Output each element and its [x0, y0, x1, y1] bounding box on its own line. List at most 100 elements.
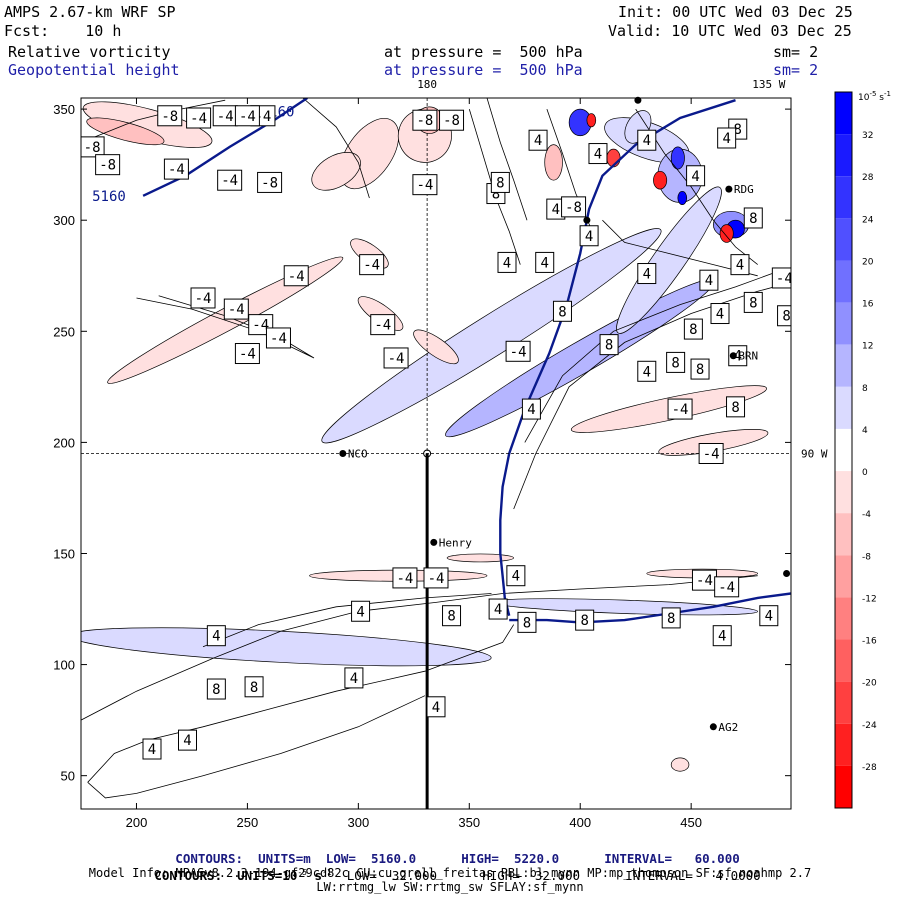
colorbar-segment	[835, 681, 852, 724]
contour-label: 4	[728, 345, 748, 367]
contour-label: -8	[81, 136, 105, 158]
contour-label-text: 4	[552, 202, 560, 218]
vorticity-region	[586, 113, 597, 128]
station-dot	[583, 216, 591, 224]
contour-label-text: 4	[765, 609, 773, 625]
contour-label-text: -4	[221, 173, 238, 189]
contour-label: -4	[714, 576, 740, 598]
contour-label-box	[730, 254, 750, 276]
colorbar-segment	[835, 260, 852, 303]
contour-label-text: 4	[734, 349, 742, 365]
colorbar-title: 10-5 s-1	[858, 90, 891, 103]
model-title: AMPS 2.67-km WRF SP	[4, 3, 176, 21]
contour-label-box	[344, 667, 364, 689]
footer-vort-units-exp2: -1	[322, 868, 332, 877]
contour-label: -8	[412, 109, 438, 131]
contour-label-text: -4	[672, 402, 689, 418]
vorticity-region	[321, 228, 662, 444]
colorbar-segment	[835, 176, 852, 219]
contour-label: -4	[698, 443, 724, 464]
colorbar-segment	[835, 639, 852, 682]
colorbar-segment	[835, 386, 852, 429]
vorticity-region	[86, 117, 165, 146]
valid-time: Valid: 10 UTC Wed 03 Dec 25	[608, 22, 852, 40]
meridian-label: 180	[417, 78, 437, 91]
contour-label-text: -4	[239, 347, 256, 363]
contour-label-text: -4	[190, 111, 207, 127]
contour-label: 4	[506, 565, 526, 587]
contour-label-text: -4	[252, 318, 269, 334]
contour-label-text: 4	[585, 229, 593, 245]
station-dot	[339, 450, 347, 457]
contour-label: -4	[370, 314, 396, 336]
contour-label-text: -4	[718, 580, 735, 596]
contour-label-box	[223, 298, 249, 320]
contour-label-text: 8	[447, 609, 455, 625]
x-tick-label: 450	[680, 815, 702, 830]
colorbar-frame	[834, 91, 853, 809]
pressure-level-1: at pressure = 500 hPa	[384, 43, 583, 61]
vorticity-region	[719, 224, 734, 243]
y-tick-label: 300	[53, 213, 75, 228]
vorticity-region	[413, 329, 459, 365]
field-geopotential: Geopotential height	[8, 61, 180, 79]
vorticity-contour-line	[602, 219, 758, 277]
colorbar-tick-label: -24	[862, 721, 877, 731]
footer-height-high: HIGH= 5220.0	[461, 851, 560, 866]
contour-label-box	[142, 738, 162, 760]
contour-label: -4	[392, 567, 418, 589]
contour-label: -4	[359, 254, 385, 276]
station-label: BRN	[738, 350, 758, 363]
contour-label-text: -4	[374, 318, 391, 334]
contour-label: 4	[637, 263, 657, 285]
vorticity-contour-line	[202, 593, 492, 648]
contour-label-text: -4	[217, 109, 234, 125]
colorbar-segment	[835, 302, 852, 345]
contour-label-text: -8	[416, 113, 433, 129]
contour-label-box	[637, 360, 657, 382]
colorbar-tick-label: 24	[862, 215, 874, 225]
contour-label: 4	[579, 225, 599, 247]
contour-label-text: 8	[667, 611, 675, 627]
contour-label-text: 8	[671, 355, 679, 371]
contour-label-box	[206, 625, 226, 647]
y-tick-label: 250	[53, 324, 75, 339]
contour-label-text: -4	[696, 573, 713, 589]
footer-height-interval: INTERVAL= 60.000	[604, 851, 740, 866]
contour-label-text: 8	[731, 400, 739, 416]
contour-label-text: 8	[250, 680, 258, 696]
station-markers: NCO Henry AG2 RDG BRN	[339, 96, 791, 734]
contour-label-box	[351, 600, 371, 622]
contour-label: 4	[637, 129, 657, 151]
contour-label-text: 4	[718, 629, 726, 645]
contour-label: 8	[206, 678, 226, 700]
contour-label: -8	[561, 196, 587, 218]
contour-label-text: -4	[416, 178, 433, 194]
contour-label-box	[637, 263, 657, 285]
colorbar-tick-label: -20	[862, 679, 877, 689]
contour-label-box	[244, 676, 264, 698]
vorticity-contour-line	[513, 282, 791, 510]
contour-label: 8	[442, 605, 462, 627]
contour-label-box	[506, 565, 526, 587]
footer-vort-low: LOW= -32.000	[331, 868, 438, 884]
contour-label: -4	[423, 567, 449, 589]
station-dot	[729, 352, 737, 360]
contour-label: 4	[717, 127, 737, 149]
contour-label: -8	[439, 109, 465, 131]
contour-label-box	[667, 398, 693, 420]
contour-label-box	[178, 729, 197, 751]
contour-label-box	[95, 154, 121, 176]
contour-label-text: 4	[512, 569, 520, 585]
contour-label-box	[683, 318, 703, 340]
contour-label-text: -4	[195, 291, 212, 307]
footer-vort-units: CONTOURS: UNITS=10	[154, 868, 298, 884]
contour-label-box	[771, 267, 791, 289]
meridian-label: 90 W	[801, 448, 828, 461]
contour-label-box	[359, 254, 385, 276]
contour-label-box	[157, 105, 183, 127]
contour-label-text: 8	[523, 615, 531, 631]
contour-label-box	[552, 300, 572, 322]
contour-label: -4	[234, 105, 260, 127]
contour-label-text: 8	[734, 122, 742, 138]
